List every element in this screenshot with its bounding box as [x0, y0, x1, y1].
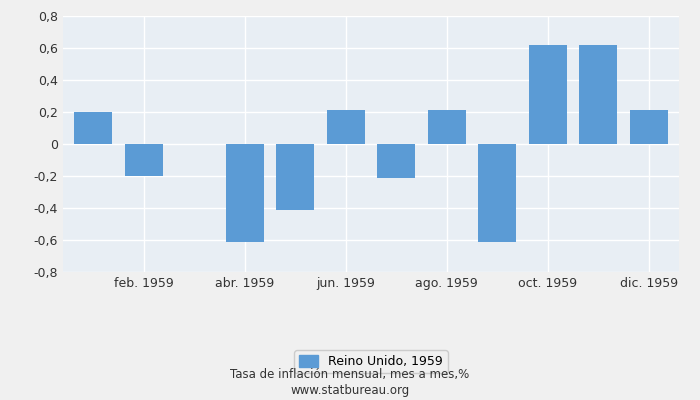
Bar — [630, 110, 668, 144]
Bar — [276, 144, 314, 210]
Bar — [580, 45, 617, 144]
Legend: Reino Unido, 1959: Reino Unido, 1959 — [294, 350, 448, 373]
Bar — [226, 144, 264, 242]
Bar — [377, 144, 415, 178]
Bar — [74, 112, 112, 144]
Text: www.statbureau.org: www.statbureau.org — [290, 384, 410, 397]
Bar — [428, 110, 466, 144]
Bar — [125, 144, 162, 176]
Bar — [478, 144, 516, 242]
Bar — [327, 110, 365, 144]
Text: Tasa de inflación mensual, mes a mes,%: Tasa de inflación mensual, mes a mes,% — [230, 368, 470, 381]
Bar — [528, 45, 567, 144]
